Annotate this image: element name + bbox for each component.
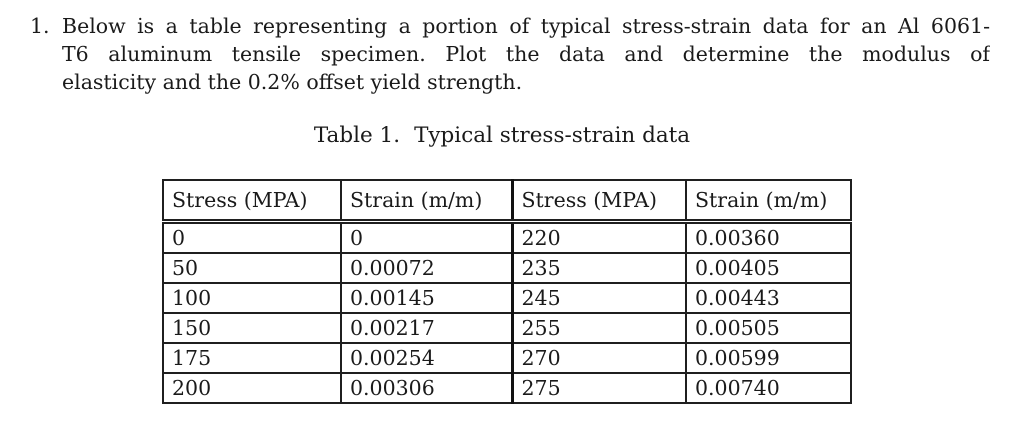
table-cell: 0.00740 [685,372,852,404]
table-cell: 220 [510,220,687,254]
table-cell: 100 [162,282,342,314]
problem-number: 1. [30,14,50,38]
table-row: 50 0.00072 235 0.00405 [162,252,852,284]
problem-line-1: Below is a table representing a portion … [62,14,990,38]
problem-statement: 1. Below is a table representing a porti… [30,12,990,96]
table-row: 100 0.00145 245 0.00443 [162,282,852,314]
table-cell: 0.00145 [340,282,513,314]
table-cell: 255 [510,312,687,344]
table-cell: 0 [162,220,342,254]
table-cell: 0.00443 [685,282,852,314]
header-stress-left: Stress (MPA) [162,179,342,224]
table-cell: 0.00306 [340,372,513,404]
table-cell: 0.00360 [685,220,852,254]
table-cell: 150 [162,312,342,344]
table-cell: 50 [162,252,342,284]
table-cell: 0.00217 [340,312,513,344]
header-strain-right: Strain (m/m) [685,179,852,224]
header-stress-right: Stress (MPA) [510,179,687,224]
table-cell: 200 [162,372,342,404]
table-cell: 0 [340,220,513,254]
table-cell: 275 [510,372,687,404]
table-caption: Table 1. Typical stress-strain data [152,123,852,151]
table-cell: 0.00072 [340,252,513,284]
table-cell: 245 [510,282,687,314]
table-container: Stress (MPA) Strain (m/m) Stress (MPA) S… [162,179,1024,404]
table-header-row: Stress (MPA) Strain (m/m) Stress (MPA) S… [162,179,852,224]
table-row: 150 0.00217 255 0.00505 [162,312,852,344]
problem-line-2: T6 aluminum tensile specimen. Plot the d… [62,42,990,66]
table-row: 0 0 220 0.00360 [162,220,852,254]
table-cell: 0.00254 [340,342,513,374]
table-cell: 270 [510,342,687,374]
table-cell: 175 [162,342,342,374]
stress-strain-table: Stress (MPA) Strain (m/m) Stress (MPA) S… [162,179,852,404]
problem-line-3: elasticity and the 0.2% offset yield str… [62,70,523,94]
table-cell: 0.00405 [685,252,852,284]
table-row: 200 0.00306 275 0.00740 [162,372,852,404]
table-caption-text: Typical stress-strain data [414,123,691,148]
table-cell: 0.00599 [685,342,852,374]
table-row: 175 0.00254 270 0.00599 [162,342,852,374]
table-cell: 0.00505 [685,312,852,344]
header-strain-left: Strain (m/m) [340,179,513,224]
table-caption-label: Table 1. [313,123,401,148]
table-cell: 235 [510,252,687,284]
